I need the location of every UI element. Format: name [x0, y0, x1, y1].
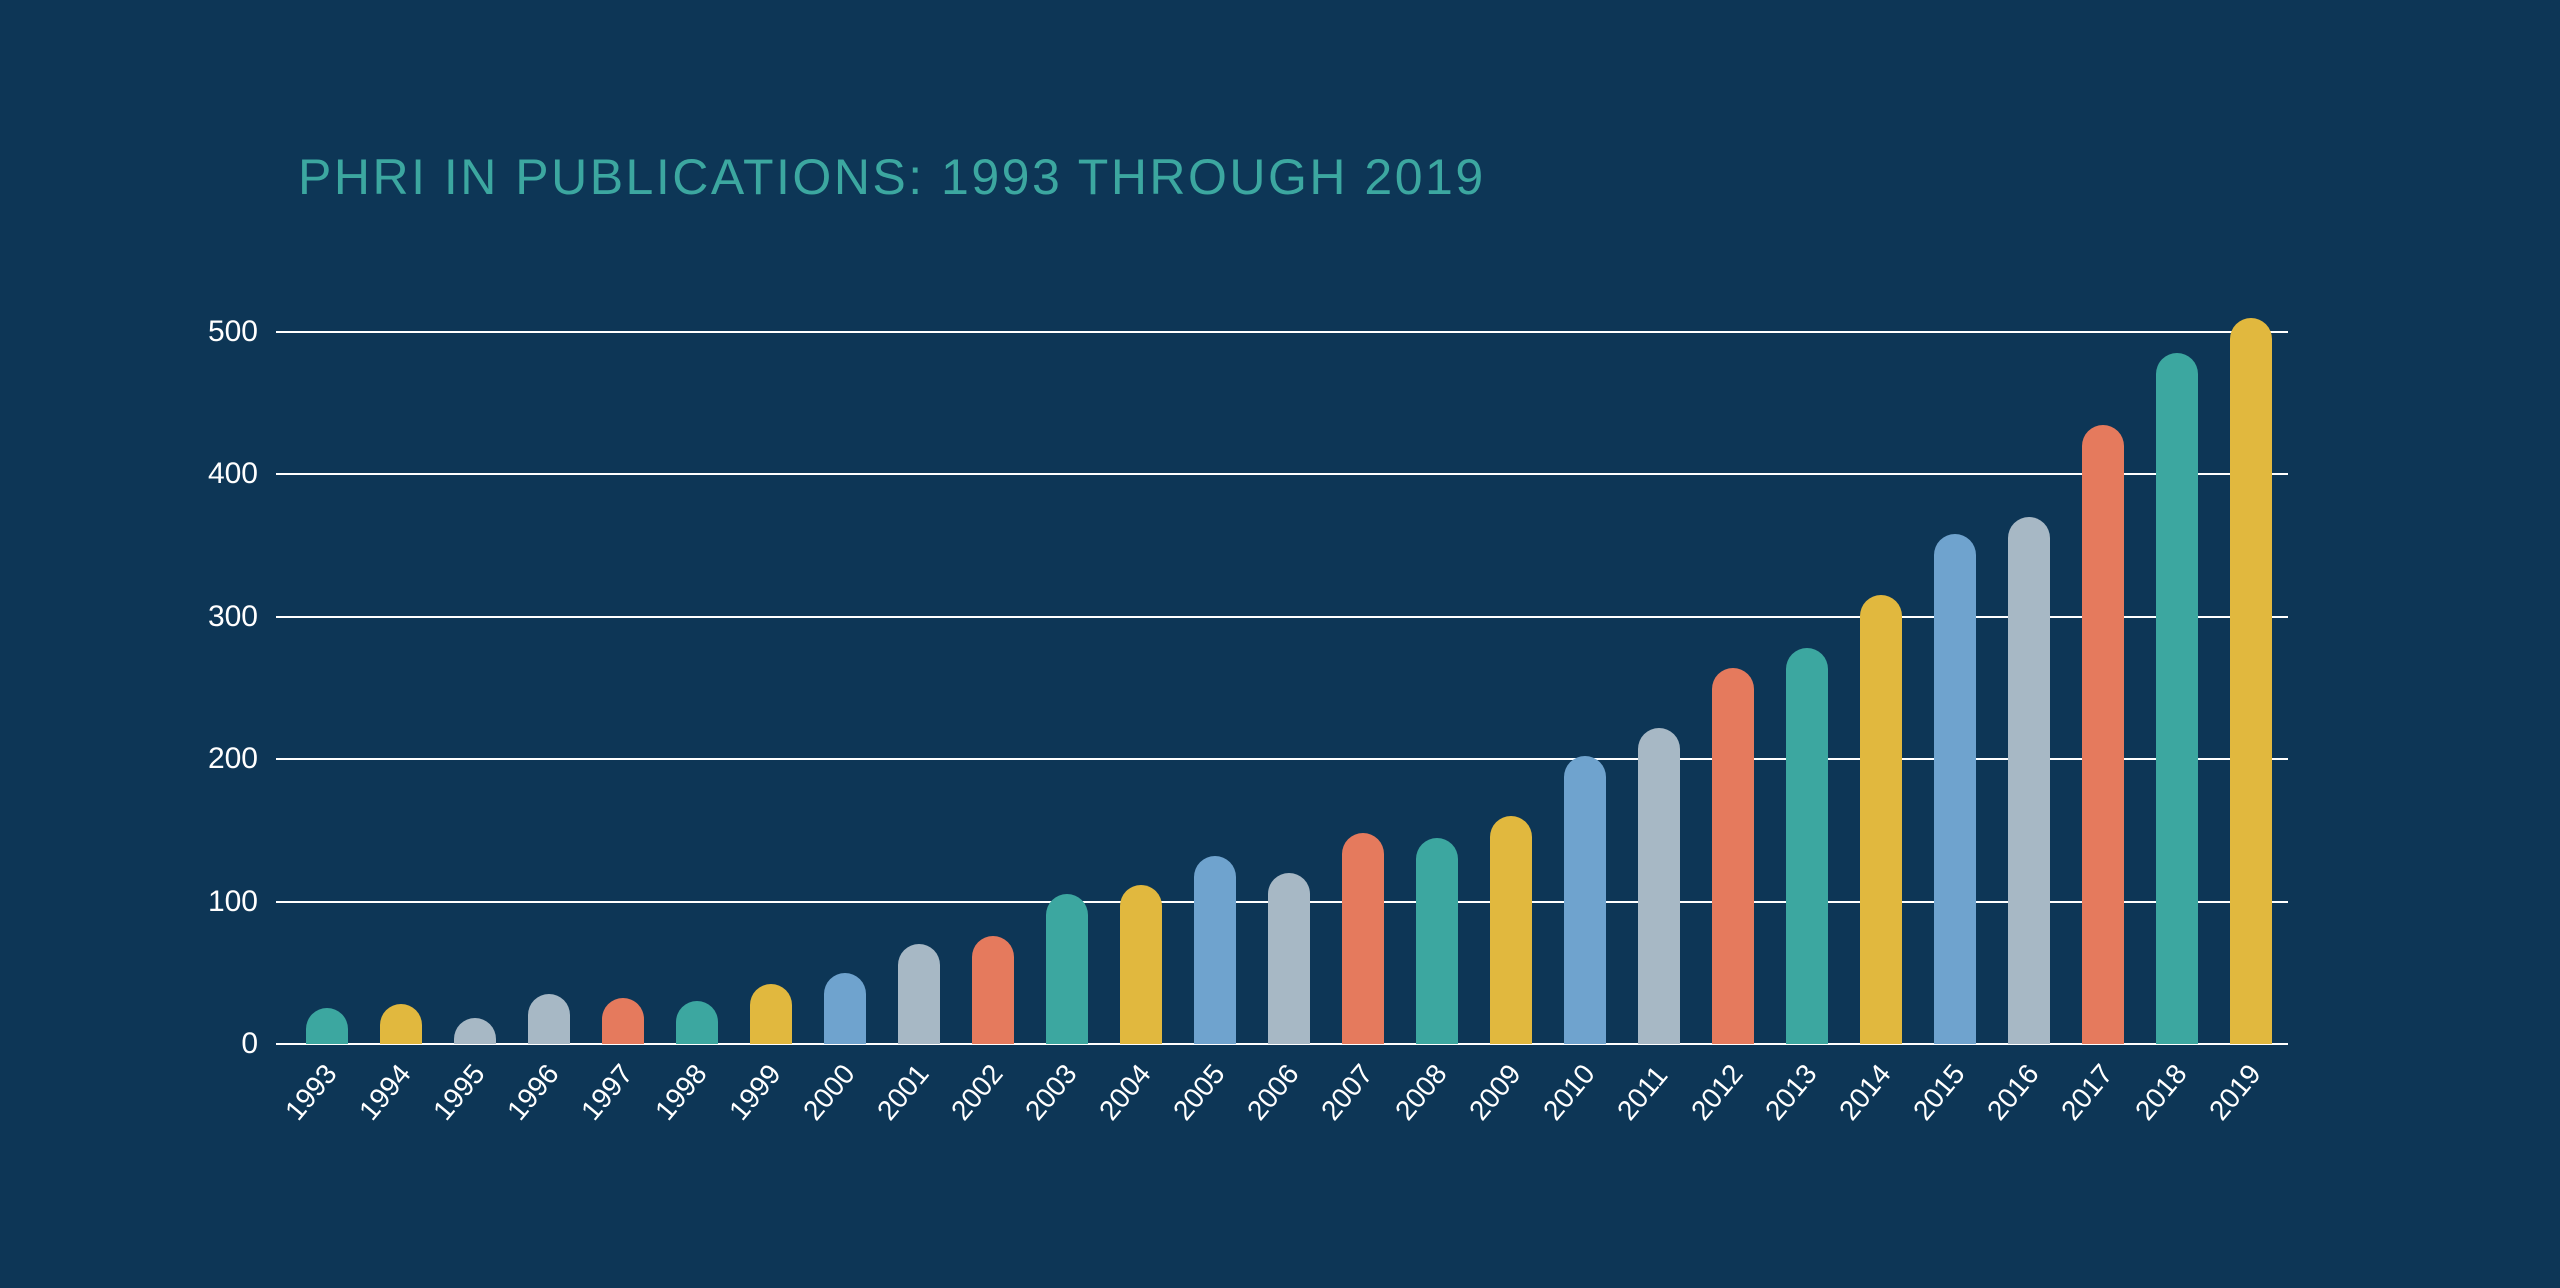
y-tick-label: 100: [158, 885, 258, 919]
x-tick-label: 2003: [1019, 1058, 1084, 1126]
bar: [1342, 833, 1384, 1044]
x-tick-label: 1994: [353, 1058, 418, 1126]
bar: [2230, 318, 2272, 1044]
x-tick-label: 2019: [2203, 1058, 2268, 1126]
bar: [1786, 648, 1828, 1044]
x-tick-label: 1996: [501, 1058, 566, 1126]
gridline: [276, 331, 2288, 333]
bar: [2008, 517, 2050, 1044]
bar: [2082, 425, 2124, 1044]
bar: [1934, 534, 1976, 1044]
y-tick-label: 500: [158, 315, 258, 349]
bar: [1268, 873, 1310, 1044]
x-tick-label: 2012: [1685, 1058, 1750, 1126]
bar: [750, 984, 792, 1044]
bar: [2156, 353, 2198, 1044]
bar: [1638, 728, 1680, 1044]
x-tick-label: 2008: [1389, 1058, 1454, 1126]
bar: [898, 944, 940, 1044]
x-tick-label: 2005: [1167, 1058, 1232, 1126]
bar: [1046, 894, 1088, 1044]
bar: [454, 1018, 496, 1044]
bar: [1860, 595, 1902, 1044]
y-tick-label: 0: [158, 1027, 258, 1061]
y-tick-label: 400: [158, 457, 258, 491]
bar: [1416, 838, 1458, 1044]
bar: [1564, 756, 1606, 1044]
x-tick-label: 2017: [2055, 1058, 2120, 1126]
bar: [1120, 885, 1162, 1044]
x-tick-label: 2002: [945, 1058, 1010, 1126]
x-tick-label: 2001: [871, 1058, 936, 1126]
x-tick-label: 2000: [797, 1058, 862, 1126]
bar: [528, 994, 570, 1044]
bar: [306, 1008, 348, 1044]
x-tick-label: 2007: [1315, 1058, 1380, 1126]
x-tick-label: 2010: [1537, 1058, 1602, 1126]
x-tick-label: 1993: [279, 1058, 344, 1126]
x-tick-label: 1998: [649, 1058, 714, 1126]
x-tick-label: 2011: [1611, 1060, 1674, 1127]
x-tick-label: 2013: [1759, 1058, 1824, 1126]
bar: [676, 1001, 718, 1044]
x-tick-label: 1997: [575, 1058, 640, 1126]
bar: [380, 1004, 422, 1044]
bar: [1490, 816, 1532, 1044]
x-tick-label: 1999: [723, 1058, 788, 1126]
bar-chart: 0100200300400500199319941995199619971998…: [276, 332, 2288, 1044]
x-tick-label: 2018: [2129, 1058, 2194, 1126]
gridline: [276, 758, 2288, 760]
gridline: [276, 616, 2288, 618]
y-tick-label: 300: [158, 600, 258, 634]
chart-page: PHRI IN PUBLICATIONS: 1993 THROUGH 2019 …: [0, 0, 2560, 1288]
bar: [824, 973, 866, 1044]
x-tick-label: 2004: [1093, 1058, 1158, 1126]
bar: [602, 998, 644, 1044]
bar: [1712, 668, 1754, 1044]
bar: [1194, 856, 1236, 1044]
x-tick-label: 2016: [1981, 1058, 2046, 1126]
y-tick-label: 200: [158, 742, 258, 776]
x-tick-label: 2015: [1907, 1058, 1972, 1126]
x-tick-label: 2009: [1463, 1058, 1528, 1126]
x-tick-label: 1995: [427, 1058, 492, 1126]
chart-title: PHRI IN PUBLICATIONS: 1993 THROUGH 2019: [298, 148, 1486, 206]
gridline: [276, 473, 2288, 475]
x-tick-label: 2006: [1241, 1058, 1306, 1126]
x-tick-label: 2014: [1833, 1058, 1898, 1126]
bar: [972, 936, 1014, 1044]
